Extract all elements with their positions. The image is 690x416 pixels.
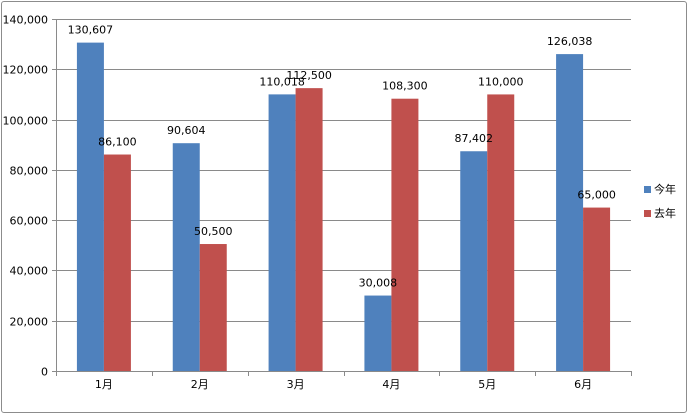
y-tick-label: 60,000 xyxy=(10,215,49,228)
gridlines xyxy=(56,19,631,322)
bar xyxy=(487,94,515,371)
legend-label: 去年 xyxy=(654,206,676,220)
y-tick-label: 100,000 xyxy=(3,115,49,128)
x-tick-label: 6月 xyxy=(574,378,592,391)
y-tick-label: 140,000 xyxy=(3,14,49,27)
data-label: 86,100 xyxy=(98,136,137,149)
bars xyxy=(76,42,611,372)
y-tick-label: 80,000 xyxy=(10,165,49,178)
data-label: 110,000 xyxy=(478,75,524,88)
y-axis: 0 20,000 40,000 60,000 80,000 100,000 120,000 1… xyxy=(3,14,57,379)
data-label: 87,402 xyxy=(455,132,494,145)
bar xyxy=(391,98,419,372)
bar xyxy=(295,88,323,372)
bar xyxy=(268,94,296,372)
x-tick-label: 3月 xyxy=(287,378,305,391)
data-label: 108,300 xyxy=(382,80,428,93)
bar xyxy=(364,295,392,371)
x-tick-label: 5月 xyxy=(478,378,496,391)
data-label: 90,604 xyxy=(167,124,206,137)
bar xyxy=(76,42,104,371)
data-label: 50,500 xyxy=(194,225,233,238)
x-tick-label: 1月 xyxy=(95,378,113,391)
data-label: 112,500 xyxy=(286,69,332,82)
legend-label: 今年 xyxy=(654,182,676,196)
x-tick-label: 4月 xyxy=(382,378,400,391)
data-label: 65,000 xyxy=(577,189,616,202)
bar xyxy=(199,244,227,371)
y-tick-label: 0 xyxy=(41,366,48,379)
bar xyxy=(583,207,611,371)
bar xyxy=(460,151,488,371)
data-label: 126,038 xyxy=(547,35,593,48)
y-tick-label: 20,000 xyxy=(10,316,49,329)
y-tick-label: 120,000 xyxy=(3,64,49,77)
legend-swatch xyxy=(644,186,651,193)
x-axis: 1月 2月 3月 4月 5月 6月 xyxy=(56,371,632,391)
x-tick-label: 2月 xyxy=(191,378,209,391)
bar xyxy=(103,154,131,371)
data-label: 30,008 xyxy=(359,277,398,290)
bar xyxy=(172,143,200,371)
bar xyxy=(556,54,584,371)
data-label: 130,607 xyxy=(68,24,114,37)
data-label: 110,018 xyxy=(259,75,305,88)
y-tick-label: 40,000 xyxy=(10,265,49,278)
legend-swatch xyxy=(644,210,651,217)
